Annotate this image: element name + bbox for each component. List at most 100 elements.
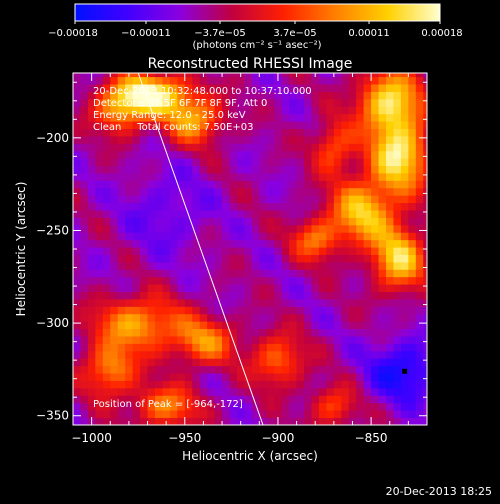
heatmap-cell: [281, 284, 290, 293]
heatmap-cell: [311, 84, 320, 92]
heatmap-cell: [408, 276, 417, 285]
heatmap-cell: [289, 91, 297, 100]
heatmap-cell: [281, 73, 290, 78]
heatmap-cell: [95, 128, 104, 137]
heatmap-cell: [266, 343, 275, 352]
heatmap-cell: [251, 410, 260, 418]
heatmap-cell: [415, 321, 424, 330]
heatmap-cell: [214, 173, 223, 181]
heatmap-cell: [117, 150, 126, 159]
heatmap-cell: [140, 350, 148, 359]
heatmap-cell: [311, 91, 320, 100]
heatmap-cell: [110, 224, 119, 233]
heatmap-cell: [304, 143, 312, 152]
heatmap-cell: [311, 402, 320, 411]
heatmap-cell: [117, 173, 126, 181]
heatmap-cell: [110, 210, 119, 218]
heatmap-cell: [311, 150, 320, 159]
heatmap-cell: [318, 365, 327, 374]
heatmap-cell: [251, 358, 260, 367]
annotation-detectors: Detectors: 3F 5F 6F 7F 8F 9F, Att 0: [93, 98, 267, 109]
heatmap-cell: [318, 299, 327, 307]
heatmap-cell: [318, 217, 327, 226]
heatmap-cell: [378, 321, 387, 330]
heatmap-cell: [229, 417, 238, 425]
heatmap-cell: [296, 165, 305, 174]
heatmap-cell: [415, 76, 424, 85]
heatmap-cell: [408, 343, 417, 352]
heatmap-cell: [371, 224, 379, 233]
heatmap-cell: [341, 121, 350, 129]
heatmap-cell: [400, 135, 409, 144]
heatmap-cell: [304, 224, 312, 233]
heatmap-cell: [147, 121, 156, 129]
heatmap-cell: [169, 313, 178, 322]
heatmap-cell: [110, 165, 119, 174]
heatmap-cell: [184, 395, 193, 404]
heatmap-cell: [266, 128, 275, 137]
heatmap-cell: [371, 373, 379, 381]
heatmap-cell: [207, 91, 215, 100]
heatmap-cell: [147, 143, 156, 152]
heatmap-cell: [229, 395, 238, 404]
heatmap-cell: [199, 239, 208, 248]
heatmap-cell: [80, 173, 89, 181]
heatmap-cell: [378, 239, 387, 248]
heatmap-cell: [236, 217, 245, 226]
heatmap-cell: [73, 269, 81, 278]
heatmap-cell: [251, 380, 260, 389]
heatmap-cell: [266, 76, 275, 85]
heatmap-cell: [356, 113, 365, 122]
heatmap-cell: [73, 373, 81, 381]
heatmap-cell: [348, 306, 357, 315]
heatmap-cell: [73, 395, 81, 404]
heatmap-cell: [281, 232, 290, 241]
heatmap-cell: [117, 417, 126, 425]
heatmap-cell: [423, 143, 427, 152]
heatmap-cell: [348, 76, 357, 85]
heatmap-cell: [393, 210, 402, 218]
heatmap-cell: [147, 336, 156, 344]
heatmap-cell: [251, 306, 260, 315]
heatmap-cell: [154, 284, 163, 293]
heatmap-cell: [251, 261, 260, 270]
heatmap-cell: [333, 187, 342, 196]
heatmap-cell: [184, 165, 193, 174]
heatmap-cell: [199, 210, 208, 218]
heatmap-cell: [296, 91, 305, 100]
heatmap-cell: [311, 395, 320, 404]
heatmap-cell: [333, 121, 342, 129]
heatmap-cell: [214, 143, 223, 152]
heatmap-cell: [125, 395, 134, 404]
heatmap-cell: [371, 135, 379, 144]
heatmap-cell: [125, 187, 134, 196]
heatmap-cell: [184, 202, 193, 211]
heatmap-cell: [95, 217, 104, 226]
heatmap-cell: [214, 180, 223, 189]
heatmap-cell: [259, 180, 268, 189]
heatmap-cell: [415, 143, 424, 152]
heatmap-cell: [199, 410, 208, 418]
heatmap-cell: [102, 358, 111, 367]
heatmap-cell: [192, 187, 201, 196]
heatmap-cell: [95, 247, 104, 255]
heatmap-cell: [207, 135, 215, 144]
heatmap-cell: [214, 76, 223, 85]
heatmap-cell: [281, 299, 290, 307]
annotation-block: 20-Dec-2013 10:32:48.000 to 10:37:10.000…: [93, 86, 312, 133]
heatmap-cell: [147, 98, 156, 107]
heatmap-cell: [177, 210, 186, 218]
heatmap-cell: [117, 239, 126, 248]
heatmap-cell: [341, 158, 350, 167]
heatmap-cell: [214, 387, 223, 396]
heatmap-cell: [125, 91, 134, 100]
heatmap-cell: [326, 247, 335, 255]
heatmap-cell: [363, 387, 372, 396]
heatmap-cell: [326, 84, 335, 92]
heatmap-cell: [400, 247, 409, 255]
heatmap-cell: [318, 128, 327, 137]
heatmap-cell: [304, 358, 312, 367]
heatmap-cell: [371, 387, 379, 396]
heatmap-cell: [415, 306, 424, 315]
heatmap-cell: [244, 91, 253, 100]
